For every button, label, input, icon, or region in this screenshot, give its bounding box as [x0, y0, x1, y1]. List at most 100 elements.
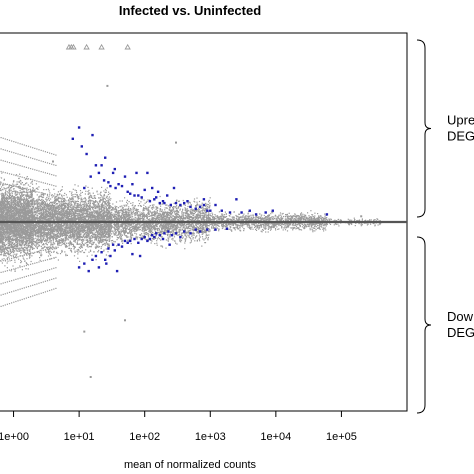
gene-point — [28, 207, 30, 209]
gene-point — [65, 253, 67, 255]
gene-point — [9, 196, 11, 198]
gene-point — [90, 230, 92, 232]
gene-point — [109, 214, 111, 216]
gene-point — [18, 232, 20, 234]
gene-point — [78, 204, 80, 206]
gene-point — [6, 267, 8, 269]
gene-point — [2, 200, 4, 203]
gene-point — [41, 192, 43, 194]
gene-point — [0, 234, 1, 236]
gene-point — [13, 250, 16, 252]
gene-point — [3, 194, 5, 196]
gene-point — [91, 200, 93, 202]
gene-point — [60, 232, 62, 235]
gene-point — [6, 216, 8, 218]
gene-point — [14, 228, 16, 230]
gene-point — [17, 219, 19, 221]
gene-point — [99, 193, 101, 195]
gene-point — [17, 247, 19, 249]
gene-point — [97, 234, 100, 236]
gene-point — [99, 229, 101, 231]
gene-point — [16, 236, 19, 239]
gene-point — [4, 232, 7, 234]
gene-point — [12, 222, 14, 225]
gene-point — [94, 246, 96, 248]
gene-point — [26, 242, 28, 244]
gene-point — [0, 254, 2, 256]
gene-point — [24, 188, 26, 190]
gene-point — [5, 193, 7, 195]
gene-point — [22, 247, 24, 250]
gene-point — [105, 225, 107, 228]
gene-point — [22, 231, 24, 233]
gene-point — [2, 227, 4, 230]
gene-point — [5, 248, 7, 250]
gene-point — [28, 219, 30, 221]
gene-point — [99, 223, 101, 225]
gene-point — [8, 189, 10, 191]
gene-point — [8, 218, 10, 220]
gene-point — [60, 225, 62, 227]
gene-point — [9, 231, 11, 233]
gene-point — [27, 192, 29, 194]
gene-point — [103, 206, 105, 209]
gene-point — [11, 238, 13, 240]
gene-point — [23, 230, 25, 232]
gene-point — [4, 265, 6, 267]
gene-point — [13, 218, 15, 220]
gene-point — [31, 192, 33, 194]
gene-point — [0, 217, 2, 219]
gene-point — [109, 211, 111, 213]
gene-point — [0, 223, 1, 225]
gene-point — [71, 209, 73, 211]
gene-point — [9, 213, 11, 216]
gene-point — [13, 217, 15, 219]
gene-point — [6, 232, 8, 234]
gene-point — [0, 250, 2, 252]
gene-point — [31, 205, 33, 207]
gene-point — [26, 187, 28, 189]
gene-point — [4, 244, 6, 246]
gene-point — [14, 225, 16, 227]
gene-point — [2, 208, 4, 210]
gene-point — [20, 251, 22, 254]
gene-point — [31, 203, 33, 205]
gene-point — [59, 223, 61, 225]
gene-point — [24, 233, 26, 235]
gene-point — [61, 241, 63, 243]
gene-point — [60, 244, 62, 247]
gene-point — [2, 229, 4, 231]
gene-point — [26, 216, 28, 218]
gene-point — [12, 239, 14, 241]
gene-point — [0, 215, 2, 217]
gene-point — [22, 207, 24, 209]
gene-point — [62, 197, 65, 200]
gene-point — [83, 231, 85, 233]
gene-point — [57, 208, 59, 210]
gene-point — [28, 238, 30, 240]
gene-point — [91, 244, 93, 246]
gene-point — [65, 214, 67, 216]
gene-point — [17, 217, 19, 220]
gene-point — [0, 245, 1, 247]
gene-point — [19, 224, 21, 227]
gene-point — [57, 235, 59, 237]
gene-point — [29, 217, 31, 219]
gene-point — [31, 183, 34, 185]
gene-point — [11, 199, 13, 201]
gene-point — [21, 210, 23, 212]
gene-point — [7, 225, 9, 227]
gene-point — [0, 232, 3, 234]
gene-point — [32, 219, 34, 221]
gene-point — [81, 211, 83, 213]
gene-point — [46, 230, 48, 232]
gene-point — [23, 219, 26, 221]
gene-point — [86, 206, 88, 208]
gene-point — [75, 196, 77, 198]
gene-point — [4, 238, 6, 240]
gene-point — [13, 252, 15, 254]
gene-point — [107, 255, 110, 257]
gene-point — [23, 216, 25, 218]
gene-point — [3, 210, 5, 212]
gene-point — [1, 188, 3, 190]
